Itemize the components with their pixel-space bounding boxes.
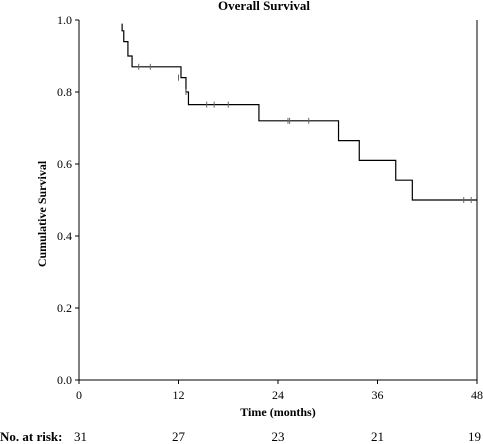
risk-count: 19 [468, 429, 481, 444]
y-tick-label: 0.8 [57, 85, 72, 99]
y-tick-label: 0.2 [57, 301, 72, 315]
x-axis-label: Time (months) [240, 405, 315, 419]
risk-count: 23 [272, 429, 285, 444]
y-axis-label: Cumulative Survival [35, 160, 49, 267]
risk-count: 21 [371, 429, 384, 444]
x-tick-label: 24 [272, 388, 284, 402]
y-tick-label: 0.6 [57, 157, 72, 171]
x-tick-label: 0 [76, 388, 82, 402]
y-tick-label: 0.4 [57, 229, 72, 243]
x-tick-label: 48 [471, 388, 483, 402]
risk-table-counts: 31 27 23 21 19 [74, 429, 481, 444]
y-tick-label: 1.0 [57, 13, 72, 27]
survival-step-line [121, 23, 477, 201]
risk-count: 27 [172, 429, 186, 444]
risk-count: 31 [74, 429, 87, 444]
y-axis-ticks: 0.0 0.2 0.4 0.6 0.8 1.0 [57, 13, 79, 387]
chart-title: Overall Survival [218, 0, 310, 13]
censor-marks [138, 63, 472, 203]
x-tick-label: 12 [173, 388, 185, 402]
x-tick-label: 36 [372, 388, 384, 402]
y-tick-label: 0.0 [57, 373, 72, 387]
risk-table-label: No. at risk: [0, 429, 62, 444]
x-axis-ticks: 0 12 24 36 48 [76, 380, 483, 402]
survival-curve [121, 23, 477, 201]
